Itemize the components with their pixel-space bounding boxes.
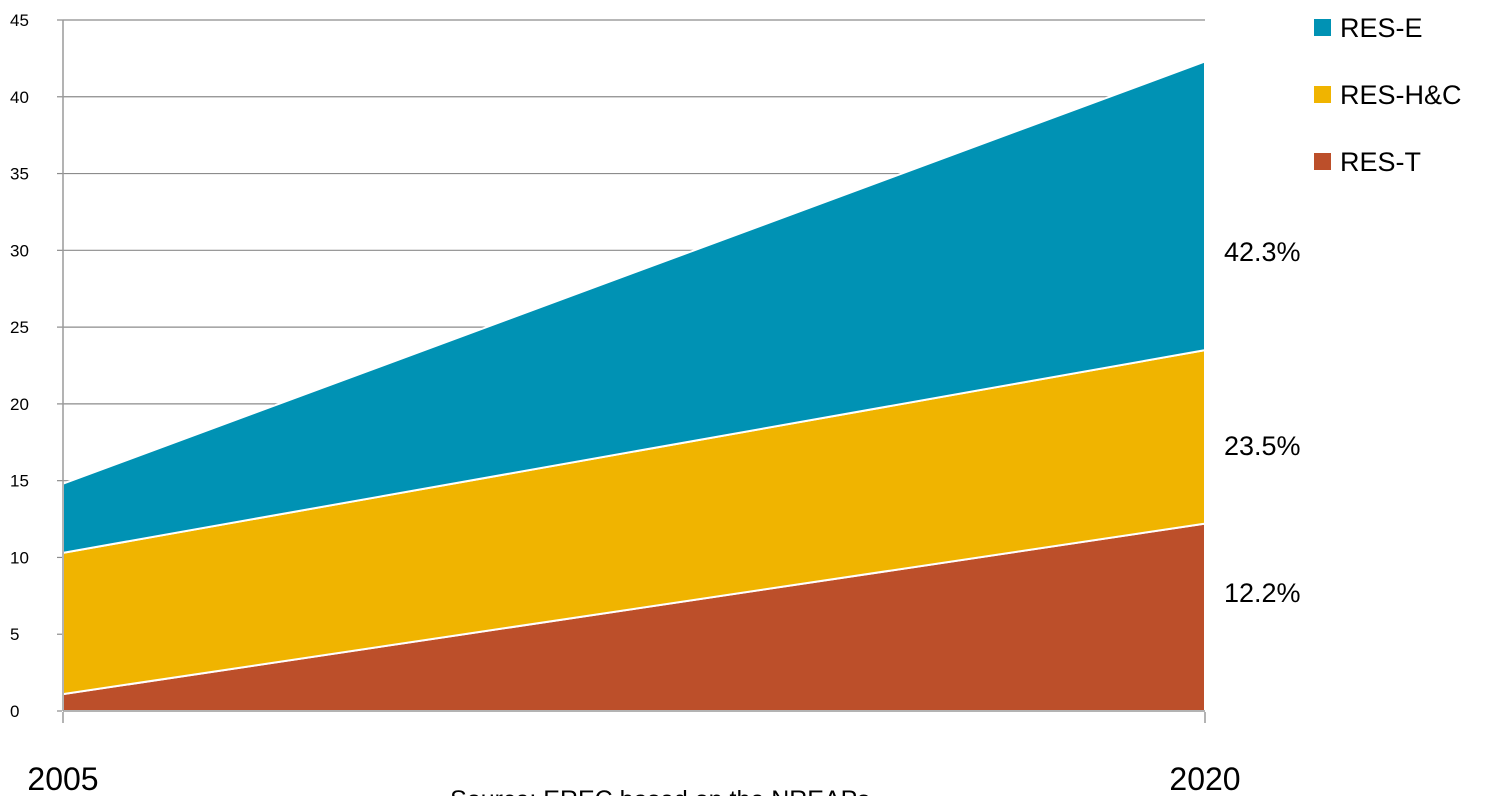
y-tick-label: 0 <box>10 702 19 721</box>
y-tick-labels: 0 5 10 15 20 25 30 35 40 45 <box>10 11 29 721</box>
y-tick-label: 40 <box>10 88 29 107</box>
legend-swatch <box>1314 19 1331 36</box>
y-tick-label: 35 <box>10 165 29 184</box>
end-value-label: 12.2% <box>1224 578 1301 608</box>
y-tick-label: 45 <box>10 11 29 30</box>
legend-label: RES-H&C <box>1340 80 1462 110</box>
legend: RES-E RES-H&C RES-T <box>1314 13 1462 177</box>
end-value-labels: 12.2% 23.5% 42.3% <box>1224 237 1301 608</box>
legend-swatch <box>1314 86 1331 103</box>
source-note: Source: EREC based on the NREAPs <box>450 786 870 796</box>
legend-label: RES-E <box>1340 13 1423 43</box>
x-tick-label: 2020 <box>1169 761 1240 796</box>
y-tick-label: 20 <box>10 395 29 414</box>
area-series <box>62 60 1206 712</box>
legend-swatch <box>1314 153 1331 170</box>
end-value-label: 42.3% <box>1224 237 1301 267</box>
end-value-label: 23.5% <box>1224 431 1301 461</box>
y-tick-label: 30 <box>10 241 29 260</box>
x-tick-label: 2005 <box>27 761 98 796</box>
axes <box>62 20 1205 712</box>
y-tick-label: 25 <box>10 318 29 337</box>
legend-label: RES-T <box>1340 147 1421 177</box>
y-tick-label: 15 <box>10 472 29 491</box>
x-tick-labels: 2005 2020 <box>27 761 1240 796</box>
y-tick-label: 5 <box>10 625 19 644</box>
y-tick-label: 10 <box>10 548 29 567</box>
